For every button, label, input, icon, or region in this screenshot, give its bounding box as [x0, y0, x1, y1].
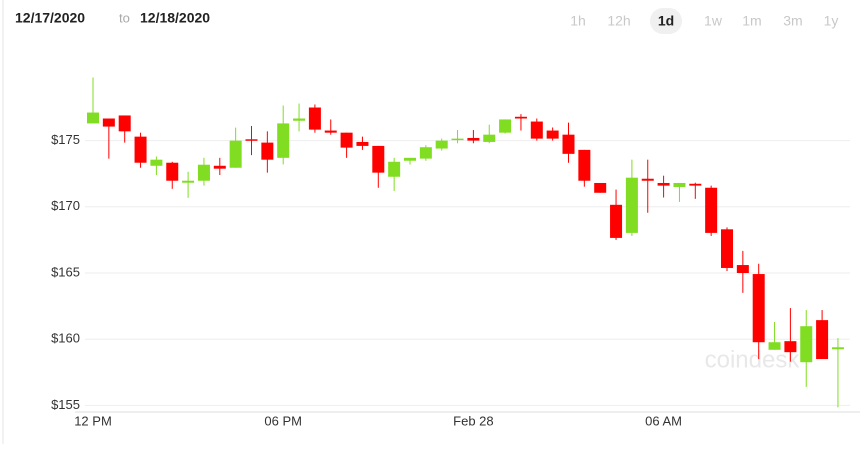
candle-body	[483, 134, 496, 142]
candle-body	[721, 229, 733, 268]
y-tick-label: $170	[51, 198, 80, 213]
candle-body	[118, 115, 131, 132]
candle-body	[689, 183, 702, 186]
candle-body	[784, 341, 797, 353]
candle-body	[134, 136, 147, 163]
candle-body	[831, 347, 844, 350]
candle-body	[87, 112, 99, 124]
timeframe-button[interactable]: 1w	[704, 13, 723, 29]
candle-body	[562, 134, 575, 154]
candle-body	[816, 320, 829, 360]
candle-body	[578, 149, 591, 181]
candle-body	[673, 182, 686, 187]
candle-body	[324, 130, 337, 133]
candle-body	[293, 118, 306, 121]
candle-body	[197, 164, 210, 181]
y-tick-label: $160	[51, 331, 80, 346]
candle-body	[229, 140, 242, 168]
candle-body	[451, 138, 464, 141]
timeframe-button[interactable]: 12h	[607, 13, 630, 29]
timeframe-button[interactable]: 1h	[570, 13, 586, 29]
timeframe-button[interactable]: 3m	[783, 13, 802, 29]
candle-body	[499, 119, 512, 133]
candle-body	[419, 147, 432, 159]
x-tick-label: Feb 28	[453, 413, 493, 428]
candle-body	[625, 177, 638, 233]
candle-body	[752, 274, 765, 343]
candle-body	[530, 121, 543, 139]
x-tick-label: 06 PM	[264, 413, 302, 428]
candle-body	[340, 132, 353, 148]
candle-body	[372, 145, 385, 173]
candle-body	[514, 116, 527, 119]
date-from: 12/17/2020	[15, 10, 85, 26]
candle-body	[245, 139, 258, 141]
timeframe-button[interactable]: 1m	[742, 13, 761, 29]
candle-body	[404, 157, 416, 161]
candle-body	[800, 326, 813, 363]
candle-body	[182, 180, 195, 183]
candle-body	[277, 123, 290, 158]
y-tick-label: $175	[51, 132, 80, 147]
candle-body	[610, 204, 623, 238]
candle-body	[657, 182, 670, 186]
candle-body	[356, 141, 369, 146]
candle-body	[150, 159, 163, 166]
x-tick-label: 12 PM	[74, 413, 112, 428]
candle-body	[641, 178, 654, 181]
candle-body	[435, 140, 448, 149]
candle-body	[467, 137, 480, 141]
candle-body	[388, 161, 401, 177]
candle-body	[166, 162, 179, 181]
candle-body	[546, 130, 559, 139]
date-separator: to	[119, 10, 130, 25]
candle-body	[705, 187, 718, 233]
y-tick-label: $155	[51, 397, 80, 412]
timeframe-button[interactable]: 1y	[824, 13, 839, 29]
candle-body	[768, 342, 781, 350]
candle-body	[213, 165, 226, 169]
candle-body	[261, 142, 274, 160]
y-tick-label: $165	[51, 264, 80, 279]
candle-body	[736, 265, 749, 273]
timeframe-active-bg	[650, 8, 682, 34]
candle-body	[594, 182, 607, 193]
candle-body	[102, 118, 115, 127]
timeframe-button[interactable]: 1d	[658, 13, 674, 29]
x-tick-label: 06 AM	[645, 413, 682, 428]
date-to: 12/18/2020	[140, 10, 210, 26]
candle-body	[308, 107, 321, 130]
